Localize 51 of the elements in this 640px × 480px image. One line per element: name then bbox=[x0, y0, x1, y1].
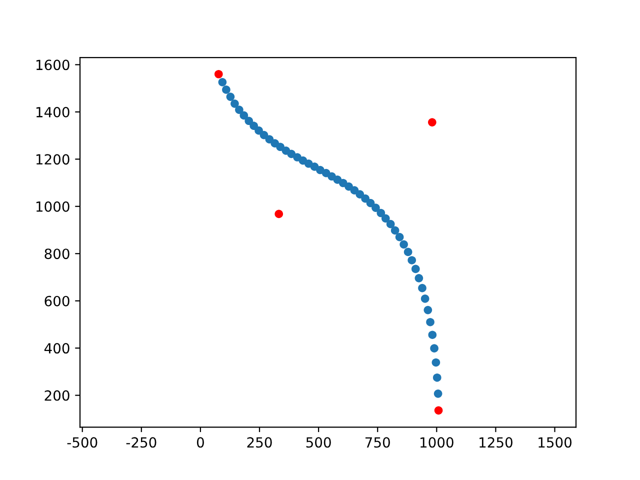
x-tick-label: 250 bbox=[247, 437, 272, 448]
y-tick-label: 1200 bbox=[36, 154, 70, 165]
point bbox=[428, 118, 436, 126]
x-tick-label: -250 bbox=[126, 437, 156, 448]
y-tick-label: 800 bbox=[44, 248, 70, 260]
point bbox=[434, 389, 442, 398]
x-tick-label: 1250 bbox=[480, 437, 512, 448]
point bbox=[428, 330, 437, 340]
x-tick-label: 500 bbox=[306, 437, 331, 448]
x-tick-label: 0 bbox=[196, 437, 204, 448]
point bbox=[250, 122, 258, 130]
point bbox=[372, 204, 380, 212]
y-tick-label: 200 bbox=[44, 390, 70, 401]
point bbox=[222, 86, 230, 94]
x-tick-label: -500 bbox=[67, 437, 98, 448]
point bbox=[240, 111, 248, 120]
point bbox=[376, 208, 386, 218]
point bbox=[386, 220, 395, 228]
point bbox=[230, 99, 239, 108]
point bbox=[226, 92, 235, 101]
point bbox=[408, 256, 416, 264]
x-tick-label: 1000 bbox=[420, 437, 454, 448]
point bbox=[414, 274, 424, 282]
y-tick-label: 1600 bbox=[36, 60, 70, 70]
y-tick-label: 400 bbox=[44, 343, 70, 354]
y-tick-label: 1000 bbox=[36, 201, 70, 212]
point bbox=[356, 190, 364, 199]
point bbox=[395, 232, 404, 242]
point bbox=[424, 306, 432, 314]
point bbox=[400, 240, 408, 249]
point bbox=[381, 214, 390, 223]
point bbox=[411, 264, 420, 274]
point bbox=[420, 294, 430, 303]
point bbox=[235, 106, 244, 114]
point bbox=[274, 210, 284, 218]
x-tick-label: 1500 bbox=[538, 437, 572, 448]
point bbox=[366, 198, 375, 208]
point bbox=[432, 373, 442, 382]
point bbox=[426, 318, 434, 326]
point bbox=[218, 78, 227, 86]
point bbox=[432, 358, 440, 367]
point bbox=[430, 344, 438, 352]
x-tick-label: 750 bbox=[365, 437, 390, 448]
y-tick-label: 1400 bbox=[36, 106, 70, 118]
point bbox=[418, 284, 426, 292]
point bbox=[390, 226, 400, 235]
y-tick-label: 600 bbox=[44, 296, 70, 306]
point bbox=[214, 70, 223, 78]
point bbox=[434, 406, 443, 415]
point bbox=[404, 248, 412, 256]
point bbox=[244, 116, 254, 126]
